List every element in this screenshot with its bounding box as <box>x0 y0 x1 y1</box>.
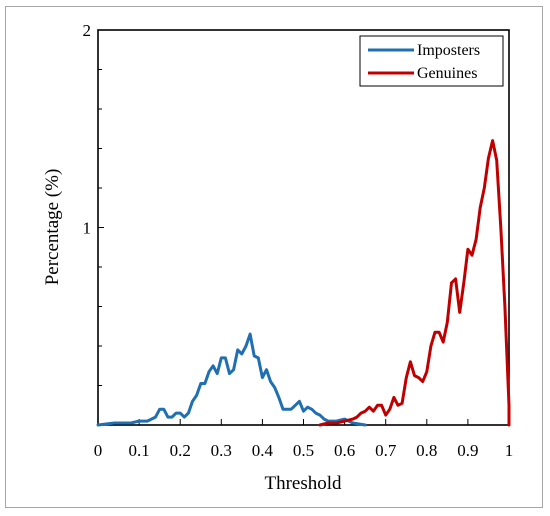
x-tick-label: 0.1 <box>128 441 149 460</box>
x-axis-label: Threshold <box>264 473 342 494</box>
legend-label-imposters: Imposters <box>417 42 480 59</box>
legend-box <box>359 35 504 87</box>
x-tick-label: 0.2 <box>170 441 191 460</box>
y-tick-label: 1 <box>83 219 92 238</box>
x-tick-label: 0.6 <box>334 441 355 460</box>
series-lines <box>96 139 511 427</box>
x-tick-label: 0 <box>94 441 103 460</box>
x-tick-label: 0.4 <box>252 441 274 460</box>
x-tick-label: 0.5 <box>293 441 314 460</box>
x-tick-label: 0.7 <box>375 441 397 460</box>
legend: Imposters Genuines <box>359 35 504 87</box>
series-line-genuines <box>318 139 511 427</box>
tick-labels: 0 0.1 0.2 0.3 0.4 0.5 0.6 0.7 0.8 0.9 1 1 2 <box>83 21 514 460</box>
x-tick-label: 1 <box>505 441 514 460</box>
legend-label-genuines: Genuines <box>417 65 477 82</box>
x-tick-label: 0.9 <box>457 441 478 460</box>
x-tick-label: 0.3 <box>211 441 232 460</box>
x-tick-label: 0.8 <box>416 441 437 460</box>
plot-area <box>97 29 510 426</box>
y-tick-label: 2 <box>83 21 92 40</box>
series-line-imposters <box>96 332 367 427</box>
y-axis-label: Percentage (%) <box>42 169 63 286</box>
plot-border <box>97 29 510 426</box>
